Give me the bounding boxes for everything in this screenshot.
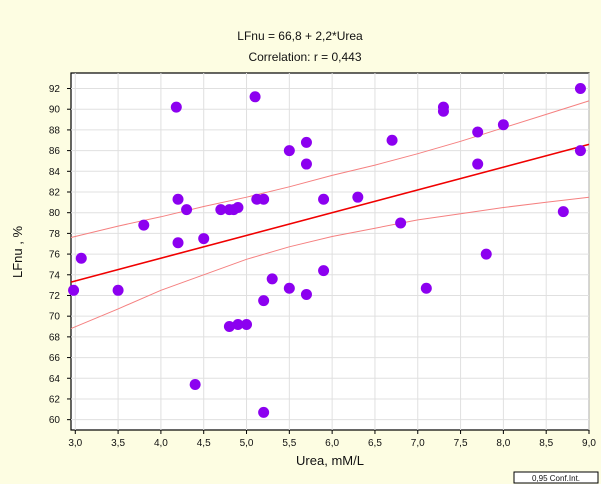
x-tick-label: 5,0 — [240, 438, 254, 449]
legend-label: 0,95 Conf.Int. — [532, 474, 580, 483]
data-point — [300, 158, 312, 170]
data-point — [215, 204, 227, 216]
data-point — [249, 91, 261, 103]
x-tick-label: 7,5 — [454, 438, 468, 449]
y-axis: 60 62 64 66 68 70 72 74 76 78 80 82 84 86 88 90 92 — [49, 84, 71, 426]
y-tick-label: 90 — [49, 105, 61, 116]
data-point — [198, 233, 210, 245]
y-tick-label: 92 — [49, 84, 61, 95]
data-point — [172, 237, 184, 249]
x-tick-label: 3,5 — [111, 438, 125, 449]
x-axis: 3,0 3,5 4,0 4,5 5,0 5,5 6,0 6,5 7,0 7,5 8,0 8,5 9,0 — [68, 430, 596, 449]
x-tick-label: 6,5 — [368, 438, 382, 449]
chart-subtitle: Correlation: r = 0,443 — [248, 50, 361, 64]
data-point — [258, 406, 270, 418]
y-tick-label: 76 — [49, 250, 61, 261]
data-point — [300, 288, 312, 300]
y-tick-label: 86 — [49, 146, 61, 157]
y-axis-label: LFnu , % — [10, 226, 25, 278]
data-point — [138, 219, 150, 231]
data-point — [557, 206, 569, 218]
x-tick-label: 8,0 — [496, 438, 510, 449]
data-point — [258, 193, 270, 205]
y-tick-label: 64 — [49, 374, 61, 385]
y-tick-label: 70 — [49, 312, 61, 323]
data-point — [283, 282, 295, 294]
data-point — [283, 145, 295, 157]
data-point — [480, 248, 492, 260]
data-point — [75, 252, 87, 264]
y-tick-label: 88 — [49, 125, 61, 136]
y-tick-label: 80 — [49, 208, 61, 219]
y-tick-label: 62 — [49, 394, 61, 405]
data-point — [189, 378, 201, 390]
x-tick-label: 6,0 — [325, 438, 339, 449]
y-tick-label: 60 — [49, 415, 61, 426]
chart-title: LFnu = 66,8 + 2,2*Urea — [237, 29, 363, 43]
data-point — [574, 83, 586, 95]
data-point — [395, 217, 407, 229]
x-tick-label: 4,5 — [197, 438, 211, 449]
legend: 0,95 Conf.Int. — [513, 471, 599, 484]
data-point — [574, 145, 586, 157]
x-tick-label: 3,0 — [68, 438, 82, 449]
data-points — [68, 83, 586, 418]
x-tick-label: 9,0 — [582, 438, 596, 449]
legend-box — [513, 471, 599, 484]
data-point — [172, 193, 184, 205]
x-tick-label: 5,5 — [282, 438, 296, 449]
x-tick-label: 7,0 — [411, 438, 425, 449]
data-point — [420, 282, 432, 294]
data-point — [497, 119, 509, 131]
data-point — [318, 265, 330, 277]
x-tick-label: 8,5 — [539, 438, 553, 449]
data-point — [181, 204, 193, 216]
y-tick-label: 68 — [49, 332, 61, 343]
y-tick-label: 72 — [49, 291, 61, 302]
data-point — [300, 136, 312, 148]
regression-line — [70, 143, 590, 283]
data-point — [258, 295, 270, 307]
y-tick-label: 82 — [49, 188, 61, 199]
y-tick-label: 66 — [49, 353, 61, 364]
data-point — [386, 134, 398, 146]
data-point — [241, 318, 253, 330]
plot-area — [70, 72, 590, 431]
y-tick-label: 78 — [49, 229, 61, 240]
confidence-lower-line — [70, 196, 590, 330]
data-point — [318, 193, 330, 205]
data-point — [352, 191, 364, 203]
data-point — [170, 101, 182, 113]
data-point — [232, 318, 244, 330]
x-axis-label: Urea, mM/L — [296, 453, 364, 468]
x-tick-label: 4,0 — [154, 438, 168, 449]
data-point — [472, 126, 484, 138]
data-point — [437, 105, 449, 117]
data-point — [266, 273, 278, 285]
grid — [71, 73, 590, 430]
data-point — [232, 202, 244, 214]
data-point — [472, 158, 484, 170]
data-point — [68, 284, 80, 296]
data-point — [112, 284, 124, 296]
y-tick-label: 74 — [49, 270, 61, 281]
y-tick-label: 84 — [49, 167, 61, 178]
data-point — [223, 321, 235, 333]
